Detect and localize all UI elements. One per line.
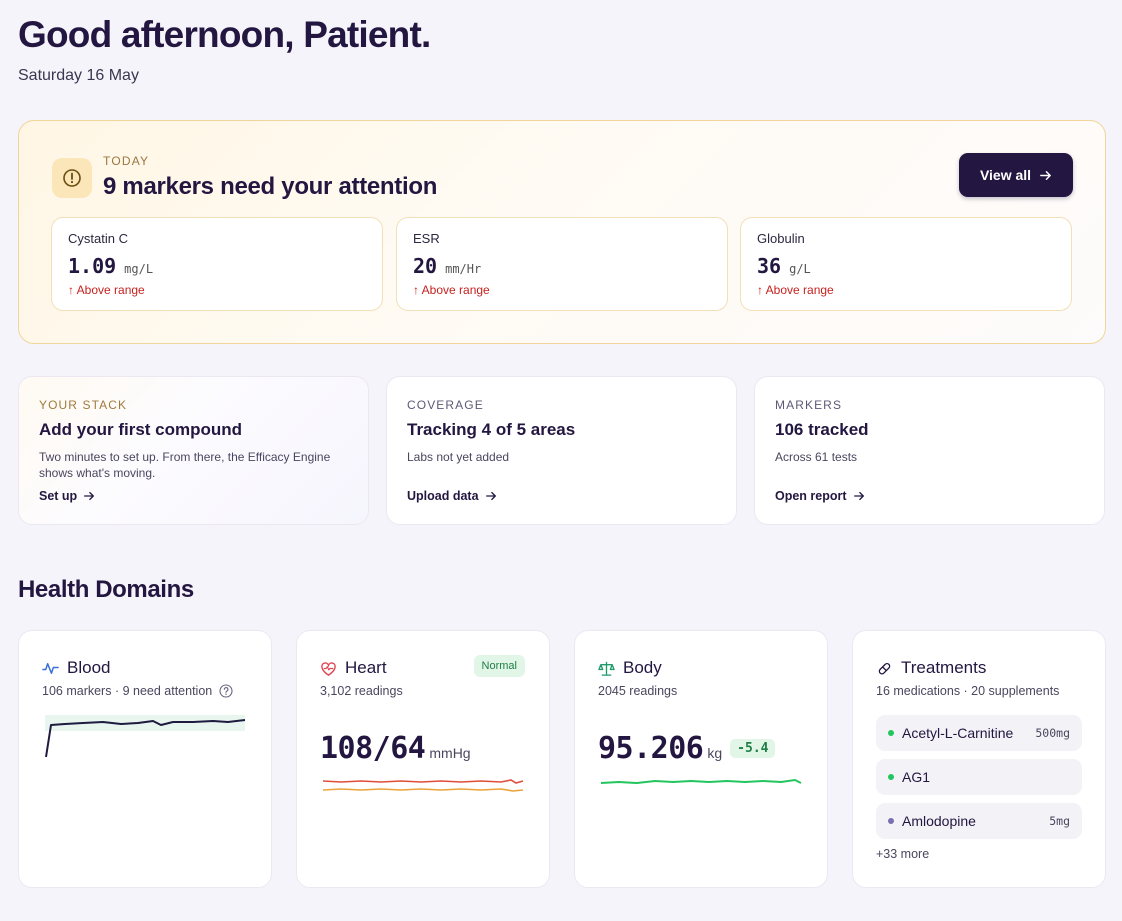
card-description: Labs not yet added <box>407 450 510 464</box>
greeting: Good afternoon, Patient. <box>18 14 431 55</box>
view-all-button[interactable]: View all <box>959 153 1073 197</box>
card-description: Two minutes to set up. From there, the E… <box>39 450 331 480</box>
alert-icon <box>52 158 92 198</box>
marker-card[interactable]: Cystatin C 1.09 mg/L ↑ Above range <box>51 217 383 311</box>
heart-sparkline <box>322 779 524 792</box>
attention-kicker: TODAY <box>103 154 150 168</box>
marker-card[interactable]: ESR 20 mm/Hr ↑ Above range <box>396 217 728 311</box>
upload-data-link[interactable]: Upload data <box>407 489 497 503</box>
marker-value-row: 20 mm/Hr <box>413 254 481 278</box>
marker-value: 36 <box>757 254 782 278</box>
arrow-right-icon <box>485 491 496 501</box>
domain-header: Heart <box>320 658 387 678</box>
value-unit: kg <box>707 745 723 761</box>
link-label: Open report <box>775 489 847 503</box>
set-up-link[interactable]: Set up <box>39 489 95 503</box>
marker-unit: mm/Hr <box>445 262 482 276</box>
treatments-domain-card[interactable]: Treatments 16 medications · 20 supplemen… <box>852 630 1106 888</box>
link-label: Set up <box>39 489 78 503</box>
weight-value: 95.206 <box>598 731 704 766</box>
marker-name: Globulin <box>757 231 805 246</box>
domain-subtitle: 106 markers · 9 need attention <box>42 684 213 698</box>
marker-card[interactable]: Globulin 36 g/L ↑ Above range <box>740 217 1072 311</box>
card-title: Add your first compound <box>39 420 243 439</box>
treatment-name: Amlodopine <box>902 813 976 829</box>
card-kicker: COVERAGE <box>407 398 484 412</box>
treatment-dose: 500mg <box>1035 726 1070 740</box>
card-description: Across 61 tests <box>775 450 858 464</box>
marker-name: Cystatin C <box>68 231 128 246</box>
attention-card: TODAY 9 markers need your attention View… <box>18 120 1106 344</box>
arrow-right-icon <box>853 491 864 501</box>
marker-value-row: 1.09 mg/L <box>68 254 153 278</box>
marker-status: ↑ Above range <box>413 283 490 297</box>
attention-title: 9 markers need your attention <box>103 173 438 200</box>
marker-status: ↑ Above range <box>757 283 834 297</box>
status-dot <box>888 774 894 780</box>
heart-pulse-icon <box>321 661 336 676</box>
marker-name: ESR <box>413 231 440 246</box>
domain-subtitle-row: 106 markers · 9 need attention <box>42 684 233 698</box>
coverage-card: COVERAGE Tracking 4 of 5 areas Labs not … <box>386 376 737 525</box>
marker-unit: g/L <box>789 262 811 276</box>
arrow-right-icon <box>1040 170 1051 180</box>
stack-card: YOUR STACK Add your first compound Two m… <box>18 376 369 525</box>
status-dot <box>888 730 894 736</box>
arrow-right-icon <box>84 491 95 501</box>
domain-header: Body <box>598 658 662 678</box>
link-label: Upload data <box>407 489 479 503</box>
domain-subtitle: 3,102 readings <box>320 684 403 698</box>
heart-value-row: 108/64 mmHg <box>320 731 471 766</box>
treatment-list: Acetyl-L-Carnitine 500mg AG1 Amlodopine … <box>876 715 1082 861</box>
marker-value: 20 <box>413 254 438 278</box>
blood-sparkline <box>45 715 246 758</box>
blood-pressure-value: 108/64 <box>320 731 426 766</box>
marker-value: 1.09 <box>68 254 117 278</box>
status-badge: Normal <box>473 655 525 677</box>
body-value-row: 95.206 kg -5.4 <box>598 731 776 766</box>
treatment-name: Acetyl-L-Carnitine <box>902 725 1014 741</box>
card-kicker: MARKERS <box>775 398 843 412</box>
marker-status: ↑ Above range <box>68 283 145 297</box>
open-report-link[interactable]: Open report <box>775 489 865 503</box>
treatment-item[interactable]: Amlodopine 5mg <box>876 803 1082 839</box>
status-dot <box>888 818 894 824</box>
domain-title: Body <box>623 658 662 677</box>
scale-icon <box>598 661 615 676</box>
date: Saturday 16 May <box>18 67 139 84</box>
domain-header: Treatments <box>876 658 986 678</box>
treatment-item[interactable]: AG1 <box>876 759 1082 795</box>
pill-icon <box>878 662 891 674</box>
pulse-icon <box>42 662 59 674</box>
card-title: Tracking 4 of 5 areas <box>407 420 576 439</box>
help-icon[interactable] <box>219 684 233 698</box>
body-domain-card[interactable]: Body 2045 readings 95.206 kg -5.4 <box>574 630 828 888</box>
card-title: 106 tracked <box>775 420 869 439</box>
domain-title: Heart <box>345 658 387 677</box>
treatment-item[interactable]: Acetyl-L-Carnitine 500mg <box>876 715 1082 751</box>
view-all-label: View all <box>979 167 1032 183</box>
blood-domain-card[interactable]: Blood 106 markers · 9 need attention <box>18 630 272 888</box>
marker-value-row: 36 g/L <box>757 254 811 278</box>
marker-unit: mg/L <box>124 262 154 276</box>
card-kicker: YOUR STACK <box>39 398 128 412</box>
domain-title: Treatments <box>901 658 987 677</box>
weight-delta: -5.4 <box>730 739 776 758</box>
heart-domain-card[interactable]: Heart Normal 3,102 readings 108/64 mmHg <box>296 630 550 888</box>
treatment-name: AG1 <box>902 769 931 785</box>
value-unit: mmHg <box>429 745 471 761</box>
body-sparkline <box>600 778 802 785</box>
more-treatments-link[interactable]: +33 more <box>876 847 930 861</box>
section-title: Health Domains <box>18 576 194 603</box>
domain-header: Blood <box>42 658 110 678</box>
treatment-dose: 5mg <box>1049 814 1070 828</box>
markers-card: MARKERS 106 tracked Across 61 tests Open… <box>754 376 1105 525</box>
domain-subtitle: 16 medications · 20 supplements <box>876 684 1060 698</box>
domain-title: Blood <box>67 658 111 677</box>
domain-subtitle: 2045 readings <box>598 684 678 698</box>
